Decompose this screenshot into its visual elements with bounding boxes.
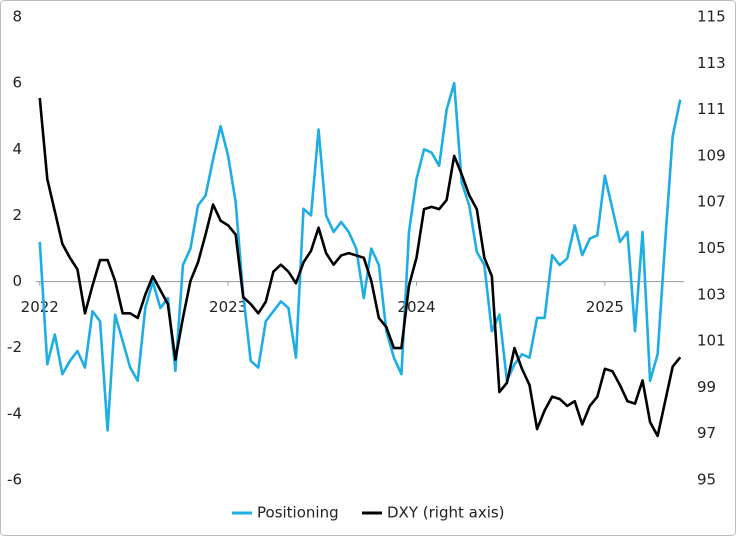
- y2-tick-label: 95: [697, 471, 716, 489]
- y-tick-label: -2: [7, 338, 22, 356]
- x-tick-label: 2024: [397, 298, 435, 316]
- y2-tick-label: 111: [697, 100, 726, 118]
- y2-tick-label: 115: [697, 8, 726, 26]
- x-tick-label: 2025: [586, 298, 624, 316]
- x-tick-label: 2022: [21, 298, 59, 316]
- y2-tick-label: 101: [697, 332, 726, 350]
- y2-tick-label: 107: [697, 193, 726, 211]
- series-line: [38, 97, 682, 438]
- y-tick-label: 2: [12, 206, 22, 224]
- y-tick-label: 6: [12, 74, 22, 92]
- legend-label: Positioning: [257, 504, 339, 522]
- y2-tick-label: 113: [697, 54, 726, 72]
- legend-label: DXY (right axis): [387, 504, 505, 522]
- y2-tick-label: 109: [697, 146, 726, 164]
- y-tick-label: 8: [12, 8, 22, 26]
- y-tick-label: -4: [7, 404, 22, 422]
- series-line: [38, 81, 682, 432]
- y-tick-label: -6: [7, 471, 22, 489]
- y2-tick-label: 105: [697, 239, 726, 257]
- y2-tick-label: 97: [697, 424, 716, 442]
- y2-tick-label: 103: [697, 285, 726, 303]
- y-tick-label: 0: [12, 272, 22, 290]
- y2-tick-label: 99: [697, 378, 716, 396]
- x-tick-label: 2023: [209, 298, 247, 316]
- y-tick-label: 4: [12, 140, 22, 158]
